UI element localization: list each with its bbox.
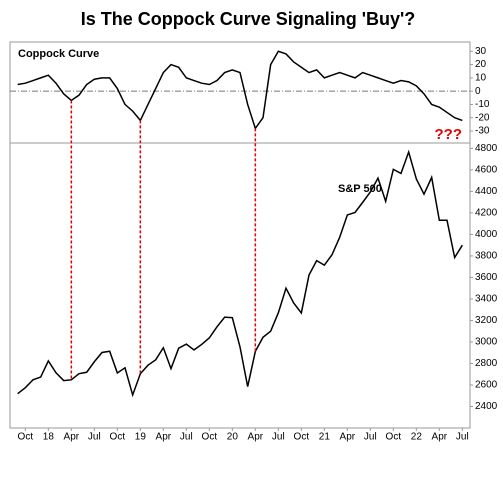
y-tick-label: 2800 <box>475 358 498 369</box>
y-tick-label: 2400 <box>475 401 498 412</box>
line <box>17 50 463 131</box>
x-tick-label: Jul <box>364 432 377 443</box>
y-tick-label: 4400 <box>475 186 498 197</box>
panel-label: S&P 500 <box>338 183 382 195</box>
x-tick-label: Apr <box>64 432 80 443</box>
y-tick-label: 4800 <box>475 143 498 154</box>
line <box>17 149 463 398</box>
x-tick-label: Oct <box>294 432 310 443</box>
x-tick-label: 20 <box>227 432 239 443</box>
x-tick-label: Apr <box>340 432 356 443</box>
x-tick-label: Jul <box>272 432 285 443</box>
y-tick-label: -20 <box>475 112 490 123</box>
x-tick-label: Apr <box>248 432 264 443</box>
y-tick-label: 0 <box>475 86 481 97</box>
y-tick-label: -30 <box>475 126 490 137</box>
x-tick-label: Jul <box>180 432 193 443</box>
y-tick-label: 3200 <box>475 315 498 326</box>
y-tick-label: 4000 <box>475 229 498 240</box>
y-tick-label: 30 <box>475 46 487 57</box>
y-tick-label: -10 <box>475 99 490 110</box>
panel-label: Coppock Curve <box>18 48 99 60</box>
y-tick-label: 4600 <box>475 165 498 176</box>
x-tick-label: Jul <box>456 432 469 443</box>
y-tick-label: 4200 <box>475 208 498 219</box>
x-tick-label: Oct <box>110 432 126 443</box>
x-tick-label: 18 <box>43 432 55 443</box>
annotation: ??? <box>435 126 463 143</box>
x-tick-label: 19 <box>135 432 147 443</box>
y-tick-label: 3800 <box>475 251 498 262</box>
y-tick-label: 3600 <box>475 272 498 283</box>
y-tick-label: 2600 <box>475 380 498 391</box>
x-tick-label: Apr <box>156 432 172 443</box>
x-tick-label: 22 <box>411 432 423 443</box>
x-tick-label: Oct <box>18 432 34 443</box>
y-tick-label: 20 <box>475 59 487 70</box>
y-tick-label: 3400 <box>475 294 498 305</box>
y-tick-label: 3000 <box>475 337 498 348</box>
x-tick-label: Jul <box>88 432 101 443</box>
chart-title: Is The Coppock Curve Signaling 'Buy'? <box>81 9 416 29</box>
x-tick-label: Apr <box>432 432 448 443</box>
x-tick-label: Oct <box>202 432 218 443</box>
panel-frame <box>9 142 471 429</box>
x-tick-label: 21 <box>319 432 331 443</box>
y-tick-label: 10 <box>475 73 487 84</box>
x-tick-label: Oct <box>386 432 402 443</box>
